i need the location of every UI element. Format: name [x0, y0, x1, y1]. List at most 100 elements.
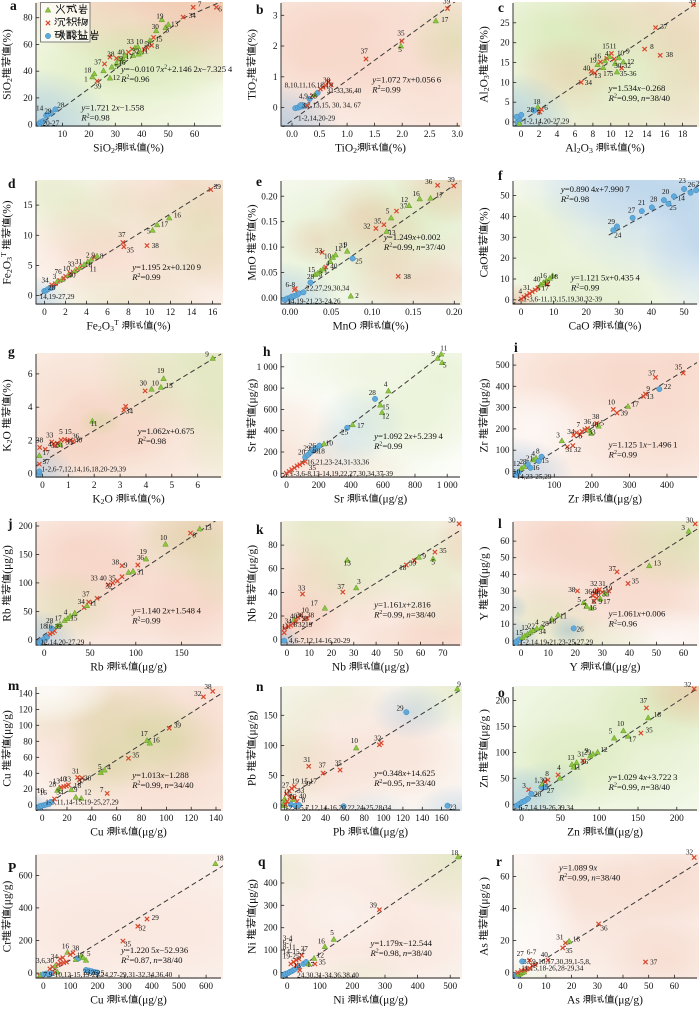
svg-text:(μg/g): (μg/g)	[379, 493, 408, 505]
svg-text:80: 80	[360, 814, 370, 824]
svg-text:38: 38	[84, 774, 92, 782]
svg-text:0: 0	[519, 814, 524, 824]
svg-text:=−0.010 7: =−0.010 7	[125, 64, 161, 74]
svg-text:2: 2	[5, 78, 14, 82]
svg-text:20: 20	[500, 937, 510, 947]
svg-text:40: 40	[87, 814, 97, 824]
svg-text:15: 15	[516, 629, 524, 637]
svg-text:17: 17	[141, 730, 149, 738]
svg-text:32: 32	[298, 621, 306, 629]
svg-text:16: 16	[289, 793, 297, 801]
svg-text:10: 10	[513, 468, 521, 476]
svg-text:,: ,	[399, 948, 403, 958]
svg-text:3: 3	[53, 273, 57, 281]
svg-text:16: 16	[589, 604, 597, 612]
svg-text:39: 39	[55, 623, 63, 631]
svg-text:37: 37	[609, 565, 617, 573]
svg-text:0: 0	[284, 481, 289, 491]
svg-text:(μg/g): (μg/g)	[379, 994, 408, 1006]
svg-text:20-27: 20-27	[42, 119, 59, 127]
svg-text:16: 16	[594, 52, 602, 60]
svg-text:5: 5	[577, 596, 581, 604]
svg-text:i: i	[514, 340, 518, 355]
svg-text:100: 100	[313, 982, 327, 992]
svg-text:n: n	[165, 780, 169, 790]
svg-text:(μg/g): (μg/g)	[614, 994, 643, 1006]
svg-text:4: 4	[531, 450, 535, 458]
svg-text:30-32: 30-32	[614, 62, 631, 70]
svg-text:x: x	[594, 184, 599, 194]
svg-text:16: 16	[40, 789, 48, 797]
svg-text:36: 36	[296, 611, 304, 619]
svg-text:3: 3	[482, 75, 491, 79]
svg-text:14: 14	[36, 105, 44, 113]
svg-text:0.05: 0.05	[323, 308, 340, 318]
svg-text:38: 38	[204, 683, 212, 691]
svg-text:16: 16	[318, 938, 326, 946]
svg-text:400: 400	[660, 481, 674, 491]
svg-text:40: 40	[500, 904, 510, 914]
svg-text:50: 50	[500, 774, 510, 784]
svg-text:31: 31	[523, 284, 531, 292]
svg-text:9: 9	[599, 598, 603, 606]
svg-text:13: 13	[53, 778, 61, 786]
svg-text:2: 2	[126, 75, 129, 81]
svg-text:5: 5	[98, 763, 102, 771]
svg-text:160: 160	[435, 814, 449, 824]
svg-text:20: 20	[23, 94, 33, 104]
svg-text:3.0: 3.0	[451, 130, 463, 140]
svg-text:0: 0	[285, 649, 290, 659]
svg-text:40: 40	[268, 588, 278, 598]
svg-text:100: 100	[19, 579, 33, 589]
svg-text:(%): (%)	[389, 142, 406, 154]
svg-text:29: 29	[396, 704, 404, 712]
svg-text:2: 2	[164, 65, 167, 71]
svg-text:8: 8	[545, 770, 549, 778]
svg-text:=0.99: =0.99	[567, 872, 587, 882]
svg-text:25: 25	[500, 19, 510, 29]
svg-text:40: 40	[75, 437, 83, 445]
svg-text:39: 39	[409, 560, 417, 568]
svg-text:12: 12	[543, 280, 551, 288]
svg-text:11: 11	[284, 789, 291, 797]
svg-text:30: 30	[686, 517, 694, 525]
svg-text:200: 200	[312, 481, 326, 491]
svg-text:f: f	[498, 168, 503, 183]
svg-text:2: 2	[87, 113, 90, 119]
svg-text:R: R	[371, 84, 378, 94]
svg-text:(μg/g): (μg/g)	[247, 879, 259, 908]
svg-text:10: 10	[305, 649, 315, 659]
svg-text:x: x	[401, 599, 406, 609]
svg-text:35-36: 35-36	[620, 70, 637, 78]
svg-text:17: 17	[161, 221, 169, 229]
svg-text:(%): (%)	[624, 320, 641, 332]
svg-text:40: 40	[591, 421, 599, 429]
svg-text:39: 39	[94, 82, 102, 90]
svg-text:2: 2	[138, 273, 141, 279]
svg-text:18: 18	[40, 622, 48, 630]
svg-text:0: 0	[41, 982, 46, 992]
svg-text:10: 10	[37, 787, 45, 795]
svg-text:=0.99: =0.99	[617, 782, 637, 792]
svg-text:R: R	[608, 619, 615, 629]
svg-text:29: 29	[303, 445, 311, 453]
svg-text:y: y	[608, 609, 613, 619]
svg-text:38: 38	[152, 242, 160, 250]
svg-text:(μg/g): (μg/g)	[247, 711, 259, 740]
svg-text:,: ,	[402, 609, 406, 619]
svg-text:400: 400	[264, 879, 278, 889]
svg-text:R: R	[131, 780, 138, 790]
svg-text:=0.96: =0.96	[617, 619, 638, 629]
svg-text:36: 36	[137, 554, 145, 562]
svg-text:5: 5	[170, 481, 175, 491]
svg-text:x: x	[604, 273, 609, 283]
svg-text:n: n	[403, 948, 407, 958]
svg-text:1 000: 1 000	[437, 481, 458, 491]
svg-text:30: 30	[152, 23, 160, 31]
svg-text:R: R	[370, 948, 377, 958]
svg-text:400: 400	[411, 982, 425, 992]
svg-text:k: k	[256, 522, 264, 537]
svg-text:60: 60	[268, 565, 278, 575]
svg-text:6: 6	[195, 481, 200, 491]
svg-text:25: 25	[97, 970, 105, 978]
